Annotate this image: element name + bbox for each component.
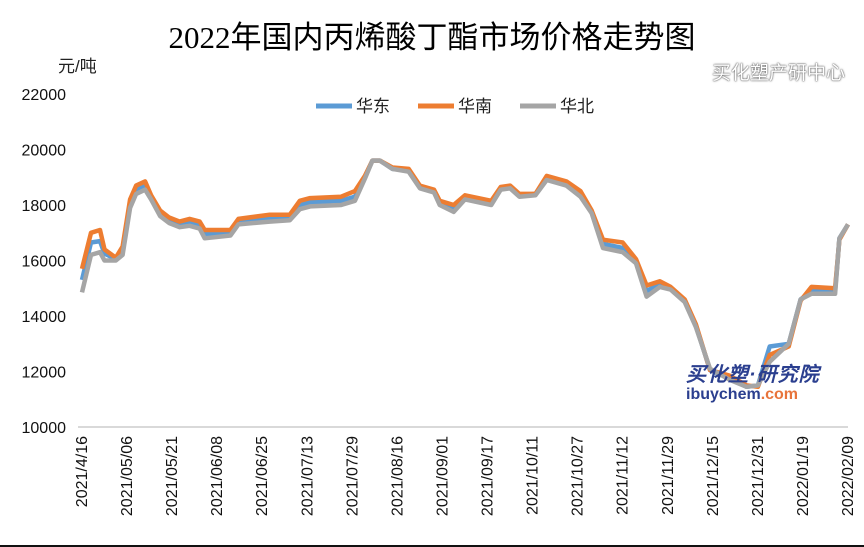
x-tick-label: 2021/12/31 [750, 436, 767, 516]
y-tick-label: 22000 [22, 87, 67, 104]
x-tick-label: 2022/02/09 [840, 436, 857, 516]
y-axis-unit: 元/吨 [58, 57, 97, 76]
y-tick-label: 20000 [22, 143, 67, 160]
x-tick-label: 2021/07/29 [344, 436, 361, 516]
series-line-华北 [79, 158, 850, 390]
legend-label: 华南 [458, 97, 492, 116]
y-tick-label: 14000 [22, 309, 67, 326]
x-tick-label: 2022/01/19 [795, 436, 812, 516]
y-tick-label: 12000 [22, 365, 67, 382]
x-tick-label: 2021/4/16 [74, 436, 91, 507]
x-tick-label: 2021/09/01 [434, 436, 451, 516]
x-tick-label: 2021/05/06 [119, 436, 136, 516]
x-tick-label: 2021/07/13 [299, 436, 316, 516]
y-tick-label: 18000 [22, 198, 67, 215]
x-tick-label: 2021/10/27 [570, 436, 587, 516]
x-tick-label: 2021/11/29 [660, 436, 677, 515]
x-tick-label: 2021/11/12 [615, 436, 632, 515]
chart-title: 2022年国内丙烯酸丁酯市场价格走势图 [168, 20, 696, 55]
y-tick-label: 16000 [22, 254, 67, 271]
watermark-site: ibuychem.com [686, 386, 798, 404]
x-tick-label: 2021/08/16 [389, 436, 406, 516]
series-line-华南 [79, 158, 850, 390]
watermark-wechat: 买化塑产研中心 [712, 63, 846, 84]
legend-label: 华北 [560, 97, 594, 116]
legend-label: 华东 [356, 97, 390, 116]
watermark-site-tld: .com [760, 386, 799, 403]
y-tick-label: 10000 [22, 420, 67, 437]
x-tick-label: 2021/06/25 [254, 436, 271, 516]
watermark-brand: 买化塑·研究院 [686, 364, 820, 386]
x-tick-label: 2021/09/17 [480, 436, 497, 516]
x-tick-label: 2021/12/15 [705, 436, 722, 516]
watermark-site-main: ibuychem [686, 386, 761, 403]
x-tick-label: 2021/06/08 [209, 436, 226, 516]
x-tick-label: 2021/10/11 [525, 436, 542, 515]
x-tick-label: 2021/05/21 [164, 436, 181, 516]
